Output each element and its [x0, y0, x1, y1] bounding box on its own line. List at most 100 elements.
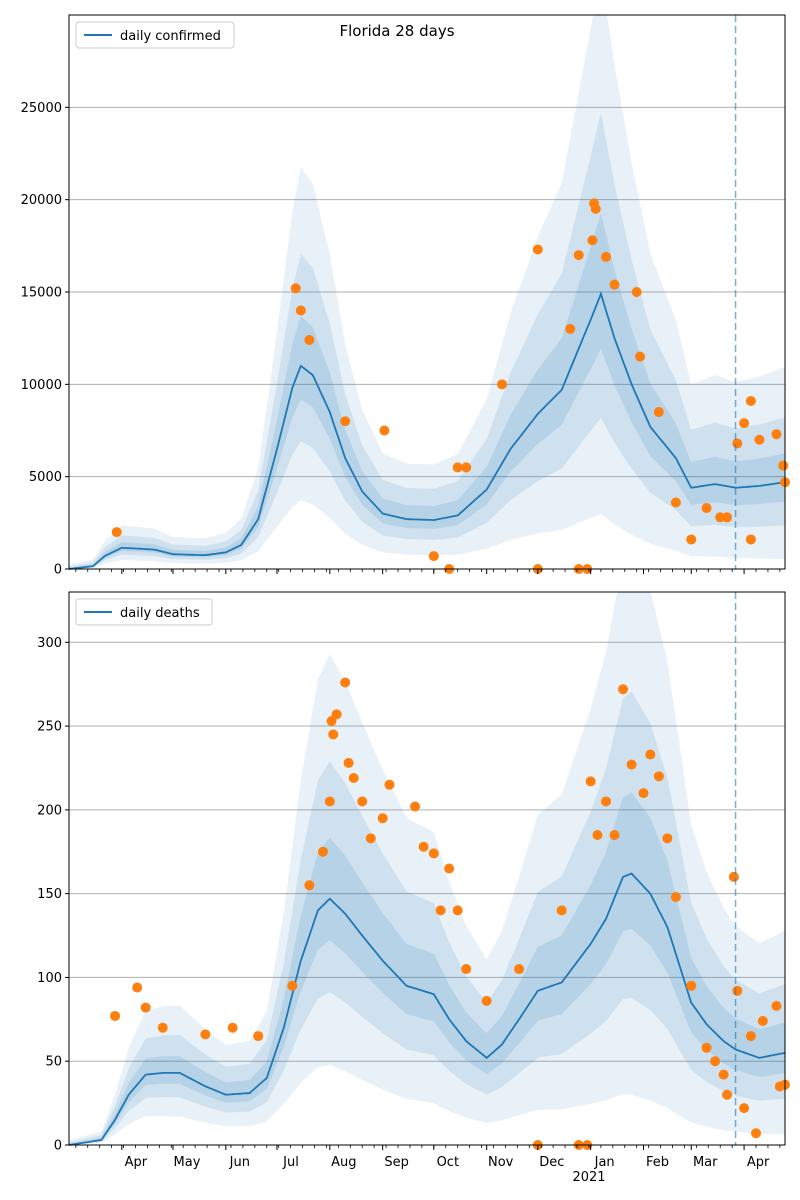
y-tick-label: 150	[37, 887, 62, 902]
observation-dot	[461, 462, 472, 473]
observation-dot	[324, 796, 335, 807]
observation-dot	[757, 1015, 768, 1026]
deaths-legend-box	[75, 598, 213, 626]
outer-band	[69, 15, 785, 569]
x-tick-label: Sep	[384, 1155, 409, 1170]
x-tick-label: Apr	[125, 1155, 148, 1170]
observation-dot	[686, 534, 697, 545]
outer-band	[69, 592, 785, 1145]
observation-dot	[739, 418, 750, 429]
observation-dot	[379, 425, 390, 436]
observation-dot	[497, 379, 508, 390]
confirmed-legend-box	[75, 21, 235, 49]
x-tick-label: May	[174, 1155, 201, 1170]
observation-dot	[328, 729, 339, 740]
observation-dot	[751, 1128, 762, 1139]
observation-dot	[514, 964, 525, 975]
observation-dot	[732, 985, 743, 996]
observation-dot	[745, 395, 756, 406]
observation-dot	[340, 677, 351, 688]
observation-dot	[601, 251, 611, 262]
confirmed-x-ticks	[75, 569, 781, 574]
observation-dot	[754, 434, 765, 445]
central-estimate-line	[68, 291, 786, 570]
observation-dot	[384, 779, 395, 790]
central-estimate-line	[68, 872, 786, 1146]
observation-dot	[722, 1089, 733, 1100]
deaths-legend-label: daily deaths	[120, 606, 200, 621]
observation-dot	[565, 323, 576, 334]
observation-dot	[318, 846, 329, 857]
deaths-scatter	[110, 677, 790, 1150]
observation-dot	[556, 905, 567, 916]
observation-dot	[287, 980, 298, 991]
observation-dot	[728, 871, 739, 882]
observation-dot	[410, 801, 421, 812]
observation-dot	[609, 829, 620, 840]
deaths-grid	[69, 641, 785, 1146]
y-tick-label: 200	[37, 803, 62, 818]
observation-dot	[701, 503, 712, 514]
observation-dot	[618, 684, 629, 695]
observation-dot	[609, 279, 620, 290]
observation-dot	[670, 891, 681, 902]
y-tick-label: 100	[37, 971, 62, 986]
y-tick-label: 5000	[29, 470, 62, 485]
observation-dot	[638, 788, 649, 799]
confirmed-y-ticks: 0 5000 10000 15000 20000 25000	[21, 101, 69, 578]
y-tick-label: 250	[37, 720, 62, 735]
deaths-legend: daily deaths	[75, 598, 213, 626]
observation-dot	[110, 1010, 121, 1021]
observation-dot	[304, 335, 315, 346]
observation-dot	[418, 841, 429, 852]
x-tick-label: Dec	[539, 1155, 564, 1170]
confirmed-panel: 0 5000 10000 15000 20000 25000 daily confirme…	[21, 14, 790, 578]
y-tick-label: 0	[54, 563, 62, 578]
confirmed-uncertainty-bands	[69, 15, 785, 569]
observation-dot	[710, 1056, 721, 1067]
observation-dot	[157, 1022, 168, 1033]
observation-dot	[253, 1031, 264, 1042]
observation-dot	[435, 905, 446, 916]
x-tick-label: Nov	[488, 1155, 514, 1170]
observation-dot	[444, 863, 455, 874]
x-tick-label: Mar	[693, 1155, 718, 1170]
observation-dot	[573, 250, 584, 261]
observation-dot	[662, 833, 673, 844]
chart-title: Florida 28 days	[339, 22, 454, 40]
observation-dot	[365, 833, 376, 844]
observation-dot	[200, 1029, 211, 1040]
x-tick-label: Aug	[331, 1155, 356, 1170]
observation-dot	[745, 534, 756, 545]
x-tick-label: Feb	[646, 1155, 669, 1170]
y-tick-label: 15000	[21, 286, 62, 301]
y-tick-label: 50	[45, 1055, 62, 1070]
year-label: 2021	[572, 1170, 605, 1185]
observation-dot	[592, 829, 603, 840]
x-tick-label: Apr	[747, 1155, 770, 1170]
observation-dot	[739, 1103, 750, 1114]
deaths-x-ticks: Apr May Jun Jul Aug Sep Oct Nov Dec Jan Feb Mar Apr	[75, 1145, 781, 1170]
confirmed-scatter	[111, 198, 790, 574]
observation-dot	[722, 512, 733, 523]
observation-dot	[653, 771, 664, 782]
observation-dot	[377, 813, 388, 824]
x-tick-label: Oct	[437, 1155, 459, 1170]
mid-band	[69, 112, 785, 569]
inner-band	[69, 213, 785, 569]
y-tick-label: 300	[37, 636, 62, 651]
observation-dot	[645, 749, 656, 760]
observation-dot	[290, 283, 301, 294]
observation-dot	[701, 1042, 712, 1053]
observation-dot	[357, 796, 368, 807]
observation-dot	[745, 1031, 756, 1042]
observation-dot	[481, 995, 492, 1006]
observation-dot	[340, 416, 351, 427]
observation-dot	[601, 796, 611, 807]
confirmed-line	[68, 291, 786, 570]
confirmed-legend-label: daily confirmed	[120, 29, 221, 44]
observation-dot	[626, 759, 637, 770]
observation-dot	[428, 551, 439, 562]
observation-dot	[670, 497, 681, 508]
